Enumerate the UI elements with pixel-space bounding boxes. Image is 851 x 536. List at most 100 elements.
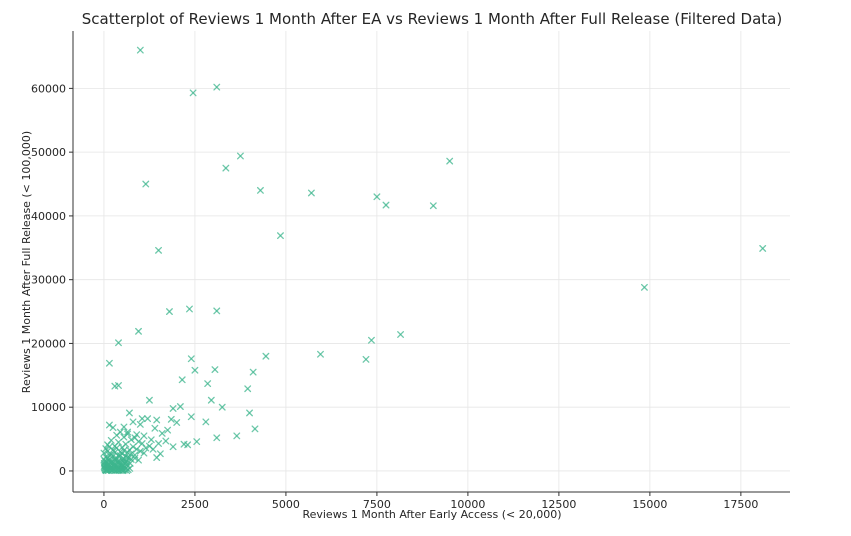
data-point — [135, 456, 142, 464]
data-point — [186, 305, 193, 313]
x-tick-label: 10000 — [450, 498, 485, 511]
data-point — [211, 366, 219, 374]
data-point — [189, 89, 197, 97]
data-point — [164, 426, 172, 434]
data-point — [446, 157, 454, 165]
data-point — [169, 443, 177, 451]
data-point — [191, 366, 199, 374]
data-point — [107, 436, 115, 444]
marker-layer — [100, 46, 767, 475]
data-point — [129, 418, 137, 426]
data-point — [169, 405, 177, 412]
data-point — [145, 442, 153, 450]
x-tick-label: 2500 — [181, 498, 209, 511]
y-tick-label: 30000 — [31, 274, 66, 287]
data-point — [127, 456, 135, 463]
data-point — [135, 327, 142, 335]
data-point — [142, 444, 150, 452]
data-point — [135, 438, 142, 446]
data-point — [153, 416, 161, 424]
x-axis-label: Reviews 1 Month After Early Access (< 20… — [302, 508, 561, 521]
data-point — [115, 438, 122, 446]
y-tick-label: 50000 — [31, 146, 66, 159]
data-point — [105, 359, 113, 367]
data-point — [193, 438, 201, 446]
data-point — [362, 355, 370, 363]
data-point — [176, 403, 184, 411]
x-tick-label: 12500 — [541, 498, 576, 511]
data-point — [178, 376, 186, 384]
data-point — [136, 420, 144, 428]
data-point — [136, 447, 144, 455]
data-point — [397, 331, 405, 338]
data-point — [187, 355, 195, 363]
data-point — [262, 352, 270, 360]
data-point — [236, 152, 244, 160]
data-point — [123, 467, 131, 475]
data-point — [129, 443, 137, 451]
data-point — [382, 201, 390, 209]
x-tick-label: 7500 — [363, 498, 391, 511]
data-point — [640, 283, 648, 291]
data-point — [105, 421, 113, 429]
grid-layer — [73, 31, 790, 492]
data-point — [142, 180, 150, 188]
data-point — [100, 449, 108, 457]
y-tick-label: 20000 — [31, 337, 66, 350]
x-tick-label: 17500 — [723, 498, 758, 511]
data-point — [153, 454, 161, 462]
data-point — [233, 432, 241, 440]
data-point — [187, 413, 195, 421]
data-point — [155, 246, 162, 254]
data-point — [167, 415, 175, 423]
data-point — [256, 186, 264, 194]
data-point — [213, 307, 221, 315]
y-tick-label: 10000 — [31, 401, 66, 414]
data-point — [125, 409, 133, 417]
data-point — [147, 436, 155, 444]
data-point — [373, 193, 381, 201]
data-point — [138, 415, 146, 423]
data-point — [144, 415, 152, 423]
data-point — [202, 418, 210, 426]
data-point — [136, 46, 144, 54]
data-point — [204, 380, 212, 388]
data-point — [180, 440, 188, 448]
x-tick-label: 15000 — [632, 498, 667, 511]
y-tick-label: 60000 — [31, 82, 66, 95]
y-tick-label: 0 — [59, 465, 66, 478]
data-point — [158, 429, 166, 437]
data-point — [162, 437, 170, 445]
data-point — [429, 202, 437, 210]
data-point — [111, 382, 119, 390]
chart-title: Scatterplot of Reviews 1 Month After EA … — [82, 10, 782, 28]
data-point — [759, 244, 767, 252]
data-point — [124, 428, 132, 436]
data-point — [109, 424, 117, 432]
data-point — [218, 403, 226, 411]
data-point — [115, 339, 122, 347]
x-tick-label: 0 — [100, 498, 107, 511]
data-point — [249, 368, 257, 376]
y-tick-label: 40000 — [31, 210, 66, 223]
data-point — [277, 232, 284, 240]
data-point — [367, 336, 375, 344]
data-point — [140, 449, 148, 457]
x-tick-label: 5000 — [272, 498, 300, 511]
data-point — [133, 445, 141, 453]
data-point — [222, 164, 230, 172]
data-point — [213, 83, 221, 91]
data-point — [317, 350, 324, 358]
data-point — [251, 425, 259, 433]
data-point — [120, 447, 128, 455]
data-point — [207, 396, 215, 404]
data-point — [120, 423, 128, 431]
data-point — [122, 440, 130, 448]
data-point — [140, 432, 148, 440]
data-point — [151, 424, 159, 432]
data-point — [145, 396, 153, 404]
data-point — [116, 428, 124, 436]
data-point — [155, 440, 162, 447]
data-point — [307, 189, 315, 197]
